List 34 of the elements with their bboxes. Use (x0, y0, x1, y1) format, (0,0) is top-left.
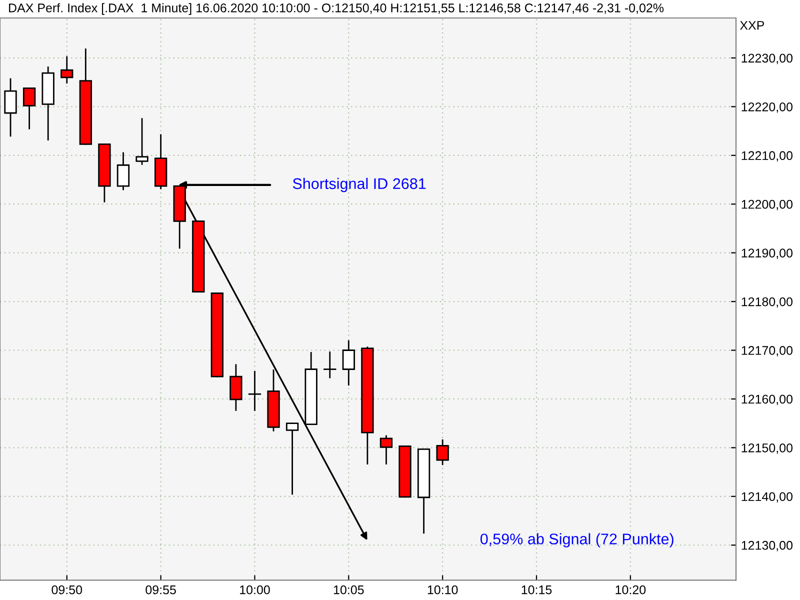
candlestick (324, 352, 336, 378)
y-tick-label: 12150,00 (742, 443, 793, 454)
y-tick-label: 12200,00 (742, 200, 793, 210)
y-tick-label: 12220,00 (742, 102, 793, 113)
y-tick-label: 12170,00 (742, 346, 793, 356)
x-tick-label: 10:05 (334, 585, 364, 594)
y-tick-label: 12180,00 (742, 297, 793, 308)
y-tick-label: 12130,00 (742, 540, 793, 552)
x-tick-label: 10:00 (240, 585, 270, 594)
candlestick (230, 364, 242, 411)
x-tick-label: 09:50 (52, 585, 82, 594)
y-tick-label: 12230,00 (742, 54, 793, 64)
y-tick-label: 12190,00 (742, 248, 793, 259)
candlestick (22, 87, 36, 130)
candlestick (136, 118, 148, 165)
candlestick (60, 56, 74, 84)
y-tick-label: 12160,00 (742, 394, 793, 406)
candlestick (342, 340, 355, 386)
candlestick (4, 78, 17, 137)
candlestick (116, 152, 130, 190)
candlestick (436, 439, 449, 466)
annotation: 0,59% ab Signal (72 Punkte) (480, 533, 674, 548)
x-tick-label: 10:10 (428, 585, 458, 594)
x-tick-label: 09:55 (146, 585, 176, 594)
candlestick (248, 370, 262, 411)
y-axis-title: XXP (740, 21, 764, 30)
annotation: Shortsignal ID 2681 (292, 178, 426, 192)
y-tick-label: 12210,00 (742, 151, 793, 162)
x-tick-label: 10:15 (522, 585, 552, 594)
candlestick (380, 435, 393, 464)
candlestick (286, 422, 299, 495)
chart-title: DAX Perf. Index [.DAX 1 Minute] 16.06.2020 10:10:00 - O:12150,40 H:12151,55 L:12146,58 C:12147,46 -2,31 -0,02% (9, 3, 664, 15)
y-tick-label: 12140,00 (742, 492, 793, 503)
x-tick-label: 10:20 (616, 585, 646, 594)
